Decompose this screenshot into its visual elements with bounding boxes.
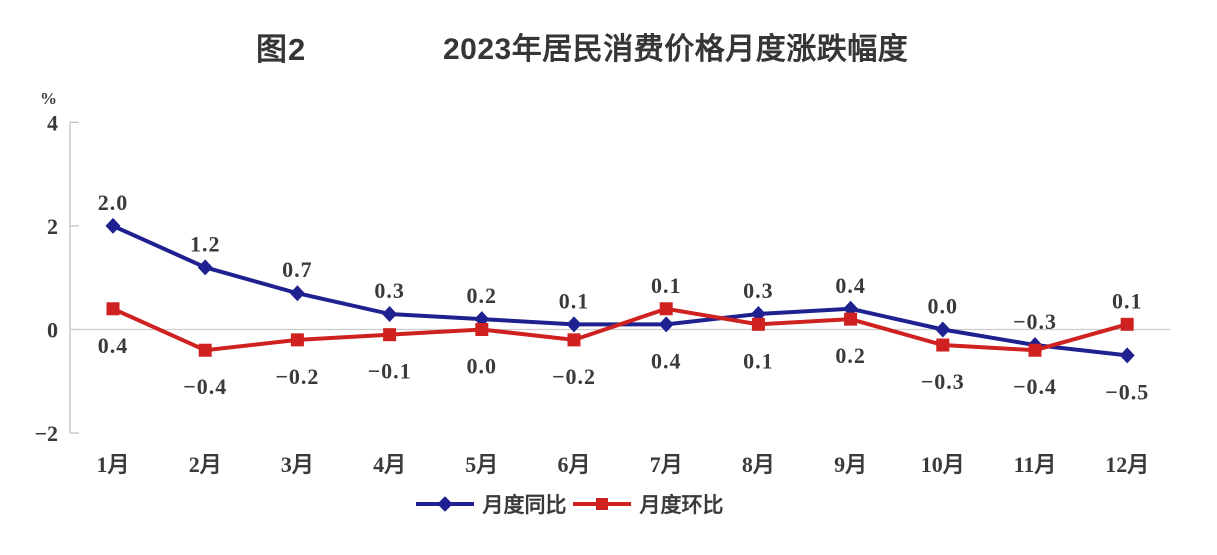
legend: 月度同比 月度环比 (415, 489, 726, 519)
data-label-bottom: 0.4 (651, 348, 682, 373)
mom-square-icon (595, 498, 608, 510)
mom-marker (751, 317, 765, 331)
yoy-marker (105, 217, 121, 234)
yoy-legend-label: 月度同比 (482, 493, 567, 517)
data-label-top: 0.7 (282, 257, 313, 282)
mom-marker (936, 338, 950, 352)
x-tick-label: 7月 (650, 452, 683, 477)
chart-title: 2023年居民消费价格月度涨跌幅度 (443, 33, 909, 66)
mom-marker (290, 333, 304, 347)
x-tick-label: 4月 (373, 452, 406, 477)
data-label-top: 0.1 (651, 273, 682, 298)
data-label-bottom: −0.1 (368, 359, 412, 384)
x-tick-label: 8月 (742, 452, 775, 477)
data-label-bottom: −0.2 (552, 364, 596, 389)
y-tick-label: 0 (47, 318, 58, 343)
y-axis-unit-label: % (40, 89, 57, 108)
mom-marker (659, 302, 673, 316)
data-label-top: 0.3 (743, 278, 774, 303)
data-label-bottom: 0.2 (835, 343, 866, 368)
x-tick-label: 1月 (96, 452, 129, 477)
data-label-bottom: −0.2 (275, 364, 319, 389)
mom-marker (1120, 317, 1134, 331)
figure-label: 图2 (256, 32, 307, 67)
data-label-top: 0.1 (559, 288, 590, 313)
y-tick-label: 4 (47, 110, 58, 135)
data-label-top: 1.2 (190, 231, 221, 256)
mom-marker (475, 323, 489, 336)
x-tick-label: 6月 (557, 452, 590, 477)
yoy-legend-line (415, 496, 474, 512)
data-label-top: 0.4 (835, 273, 866, 298)
x-tick-label: 9月 (834, 452, 867, 477)
data-label-bottom: −0.4 (1013, 374, 1057, 399)
mom-marker (1028, 343, 1042, 357)
data-label-top: 0.1 (1112, 288, 1143, 313)
yoy-marker (658, 316, 674, 333)
data-label-top: 2.0 (98, 190, 129, 215)
mom-line (112, 306, 1128, 353)
yoy-line (112, 224, 1128, 358)
data-label-top: 0.0 (928, 294, 959, 319)
data-label-bottom: 0.4 (98, 333, 129, 358)
mom-marker (383, 328, 397, 342)
mom-marker (567, 333, 581, 347)
yoy-marker (566, 316, 582, 333)
legend-item-mom: 月度环比 (572, 489, 726, 519)
x-tick-label: 2月 (189, 452, 222, 477)
y-tick-label: 2 (47, 214, 58, 239)
x-tick-label: 3月 (281, 452, 314, 477)
data-label-bottom: −0.4 (183, 374, 227, 399)
mom-legend-line (572, 498, 631, 510)
yoy-marker (935, 321, 951, 338)
mom-legend-label: 月度环比 (639, 493, 724, 517)
x-tick-label: 11月 (1014, 452, 1057, 477)
title-row: 图2 2023年居民消费价格月度涨跌幅度 (0, 24, 1217, 67)
yoy-diamond-icon (436, 496, 453, 512)
mom-marker (198, 343, 212, 357)
data-label-top: 0.2 (467, 283, 498, 308)
data-label-top: 0.3 (374, 278, 405, 303)
data-label-top: −0.3 (1013, 309, 1057, 334)
x-tick-label: 5月 (465, 452, 498, 477)
x-tick-label: 10月 (921, 452, 965, 477)
data-label-bottom: 0.1 (743, 348, 774, 373)
data-label-bottom: −0.3 (921, 369, 965, 394)
yoy-marker (289, 285, 305, 302)
yoy-marker (1119, 347, 1135, 364)
mom-marker (106, 302, 120, 316)
x-tick-label: 12月 (1105, 452, 1149, 477)
data-label-bottom: 0.0 (467, 354, 498, 379)
y-tick-label: −2 (34, 421, 58, 446)
legend-item-yoy: 月度同比 (415, 489, 569, 519)
data-label-bottom: −0.5 (1105, 379, 1149, 404)
yoy-marker (382, 305, 398, 322)
mom-marker (844, 312, 858, 326)
yoy-marker (197, 259, 213, 276)
